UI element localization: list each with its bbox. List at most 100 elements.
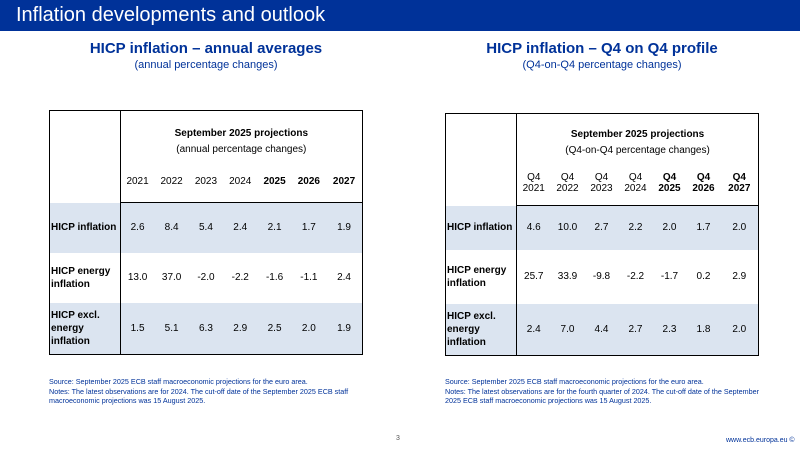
table-row: HICP inflation 2.6 8.4 5.4 2.4 2.1 1.7 1.9 bbox=[49, 202, 363, 253]
quarter-label: Q4 bbox=[732, 172, 746, 184]
table-row: HICP inflation 4.6 10.0 2.7 2.2 2.0 1.7 2.0 bbox=[445, 205, 759, 250]
right-panel-title: HICP inflation – Q4 on Q4 profile bbox=[486, 40, 718, 57]
left-panel-title: HICP inflation – annual averages bbox=[89, 40, 323, 57]
value-cell: 2.3 bbox=[652, 303, 687, 356]
left-source-note: Source: September 2025 ECB staff macroec… bbox=[49, 377, 369, 406]
year-header: 2026 bbox=[291, 160, 327, 203]
value-cell: 2.0 bbox=[720, 303, 759, 356]
value-cell: 5.4 bbox=[188, 202, 224, 253]
title-banner: Inflation developments and outlook bbox=[0, 0, 800, 31]
row-label: HICP inflation bbox=[49, 202, 121, 253]
left-panel-subtitle: (annual percentage changes) bbox=[134, 59, 278, 71]
value-cell: -2.2 bbox=[626, 271, 645, 282]
quarter-label: Q4 bbox=[628, 172, 643, 184]
page-number: 3 bbox=[396, 435, 400, 442]
quarter-label: Q4 bbox=[527, 172, 541, 184]
row-label: HICP excl. energy inflation bbox=[445, 303, 517, 356]
period-header: Q4 2023 bbox=[584, 161, 619, 206]
year-header: 2021 bbox=[120, 160, 155, 203]
value-cell: 2.0 bbox=[291, 302, 327, 355]
quarter-label: Q4 bbox=[662, 172, 677, 184]
year-header: 2024 bbox=[223, 160, 258, 203]
row-label: HICP excl. energy inflation bbox=[49, 302, 121, 355]
quarter-label: Q4 bbox=[696, 172, 711, 184]
period-header: Q4 2027 bbox=[720, 161, 759, 206]
period-header: Q4 2024 bbox=[618, 161, 653, 206]
value-cell: 1.9 bbox=[326, 302, 363, 355]
value-cell: 2.4 bbox=[516, 303, 551, 356]
value-cell: 1.7 bbox=[291, 202, 327, 253]
right-notes: Notes: The latest observations are for t… bbox=[445, 386, 760, 406]
table-row: HICP energy inflation 13.0 37.0 -2.0 -2.2 -1.… bbox=[49, 252, 363, 303]
value-cell: -9.8 bbox=[592, 271, 611, 282]
value-cell: 2.9 bbox=[223, 302, 258, 355]
year-label: 2026 bbox=[692, 183, 715, 195]
value-cell: 4.6 bbox=[516, 205, 551, 250]
period-header: Q4 2025 bbox=[652, 161, 687, 206]
year-label: 2025 bbox=[658, 183, 681, 195]
value-cell: 0.2 bbox=[696, 271, 711, 282]
period-header: Q4 2022 bbox=[550, 161, 585, 206]
value-cell: 1.8 bbox=[686, 303, 721, 356]
value-cell: 2.4 bbox=[337, 272, 351, 283]
table-corner bbox=[445, 113, 517, 206]
value-cell: 2.5 bbox=[257, 302, 292, 355]
value-cell: 37.0 bbox=[161, 272, 182, 283]
value-cell: 2.2 bbox=[618, 205, 653, 250]
value-cell: 2.7 bbox=[618, 303, 653, 356]
quarter-label: Q4 bbox=[594, 172, 609, 184]
value-cell: 8.4 bbox=[154, 202, 189, 253]
value-cell: 2.6 bbox=[120, 202, 155, 253]
table-corner bbox=[49, 110, 121, 203]
row-label: HICP inflation bbox=[445, 205, 517, 250]
q4-on-q4-table: September 2025 projections (Q4-on-Q4 per… bbox=[445, 113, 760, 356]
value-cell: 7.0 bbox=[550, 303, 585, 356]
value-cell: 5.1 bbox=[154, 302, 189, 355]
left-source: Source: September 2025 ECB staff macroec… bbox=[49, 377, 308, 386]
value-cell: -2.2 bbox=[231, 272, 249, 283]
value-cell: 33.9 bbox=[557, 271, 578, 282]
units-header: (annual percentage changes) bbox=[176, 144, 307, 155]
value-cell: -1.7 bbox=[660, 271, 679, 282]
quarter-label: Q4 bbox=[560, 172, 575, 184]
year-label: 2027 bbox=[728, 183, 751, 195]
annual-averages-table: September 2025 projections (annual perce… bbox=[49, 110, 363, 355]
year-header: 2023 bbox=[188, 160, 224, 203]
year-header: 2025 bbox=[257, 160, 292, 203]
value-cell: 6.3 bbox=[188, 302, 224, 355]
value-cell: -1.6 bbox=[265, 272, 284, 283]
period-header: Q4 2026 bbox=[686, 161, 721, 206]
slide-title: Inflation developments and outlook bbox=[16, 4, 326, 26]
period-header: Q4 2021 bbox=[516, 161, 551, 206]
value-cell: 13.0 bbox=[127, 272, 148, 283]
row-label: HICP energy inflation bbox=[49, 252, 121, 303]
year-label: 2021 bbox=[522, 183, 545, 195]
value-cell: 1.9 bbox=[326, 202, 363, 253]
right-source-note: Source: September 2025 ECB staff macroec… bbox=[445, 377, 765, 406]
year-label: 2023 bbox=[590, 183, 613, 195]
year-header: 2027 bbox=[326, 160, 363, 203]
left-notes: Notes: The latest observations are for 2… bbox=[49, 386, 349, 406]
value-cell: 2.0 bbox=[720, 205, 759, 250]
projections-header: September 2025 projections bbox=[570, 128, 705, 140]
right-source: Source: September 2025 ECB staff macroec… bbox=[445, 377, 704, 386]
table-row: HICP excl. energy inflation 2.4 7.0 4.4 2.7 2… bbox=[445, 303, 759, 356]
row-label: HICP energy inflation bbox=[445, 249, 517, 304]
value-cell: 2.9 bbox=[732, 271, 747, 282]
year-label: 2022 bbox=[556, 183, 579, 195]
units-header: (Q4-on-Q4 percentage changes) bbox=[565, 145, 710, 156]
value-cell: -2.0 bbox=[197, 272, 215, 283]
value-cell: 2.1 bbox=[257, 202, 292, 253]
value-cell: 1.7 bbox=[686, 205, 721, 250]
value-cell: 4.4 bbox=[584, 303, 619, 356]
value-cell: 2.4 bbox=[223, 202, 258, 253]
website-link[interactable]: www.ecb.europa.eu © bbox=[726, 437, 795, 444]
value-cell: 1.5 bbox=[120, 302, 155, 355]
projections-header: September 2025 projections bbox=[174, 127, 309, 139]
year-header: 2022 bbox=[154, 160, 189, 203]
value-cell: 2.7 bbox=[584, 205, 619, 250]
value-cell: 25.7 bbox=[524, 271, 544, 282]
right-panel-subtitle: (Q4-on-Q4 percentage changes) bbox=[522, 59, 682, 71]
year-label: 2024 bbox=[624, 183, 647, 195]
value-cell: 2.0 bbox=[652, 205, 687, 250]
